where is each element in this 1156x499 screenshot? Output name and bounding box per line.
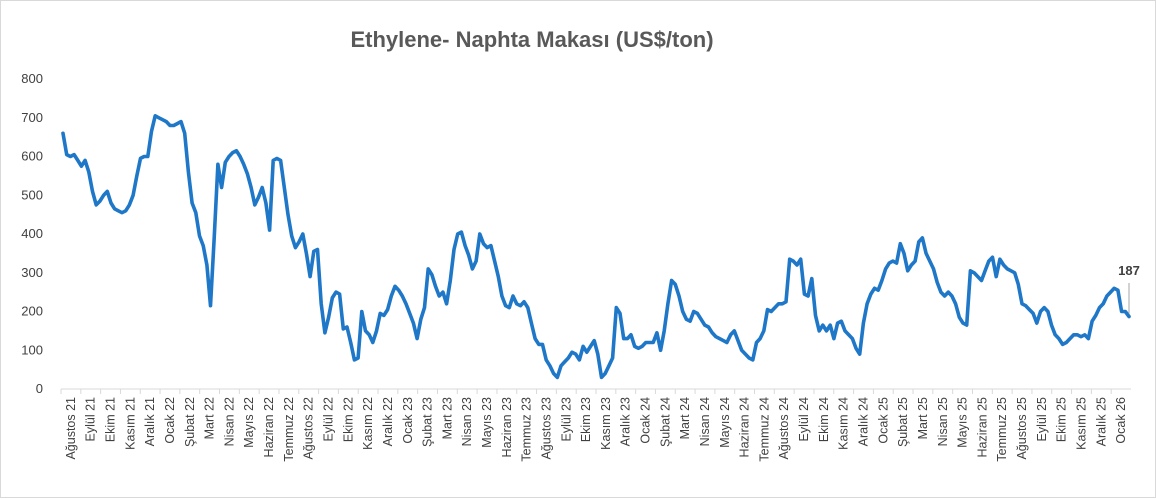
x-tick-label: Haziran 22: [262, 397, 276, 457]
x-tick-label: Ağustos 21: [64, 397, 78, 460]
x-tick-label: Eylül 25: [1035, 397, 1049, 442]
x-tick-label: Mart 22: [203, 397, 217, 439]
x-tick-label: Ocak 22: [163, 397, 177, 444]
x-tick-label: Kasım 23: [599, 397, 613, 450]
x-tick-label: Ekim 21: [104, 397, 118, 442]
x-tick-label: Şubat 25: [896, 397, 910, 447]
y-tick-label: 700: [21, 110, 43, 125]
end-value-label: 187: [1118, 263, 1140, 278]
x-tick-label: Eylül 24: [797, 397, 811, 442]
x-tick-label: Ağustos 25: [1015, 397, 1029, 460]
x-tick-label: Nisan 23: [460, 397, 474, 446]
y-tick-label: 400: [21, 226, 43, 241]
x-tick-label: Ekim 23: [579, 397, 593, 442]
x-tick-label: Mart 24: [678, 397, 692, 439]
x-axis: Ağustos 21 Eylül 21 Ekim 21 Kasım 21 Aralık …: [60, 388, 1131, 462]
x-tick-label: Mayıs 22: [242, 397, 256, 448]
x-tick-label: Temmuz 24: [757, 397, 771, 462]
y-tick-label: 300: [21, 265, 43, 280]
x-tick-label: Nisan 22: [222, 397, 236, 446]
x-tick-label: Temmuz 22: [282, 397, 296, 462]
x-tick-label: Kasım 21: [123, 397, 137, 450]
x-tick-label: Eylül 22: [322, 397, 336, 442]
x-tick-label: Şubat 23: [421, 397, 435, 447]
x-tick-label: Nisan 24: [698, 397, 712, 446]
y-axis: 0 100 200 300 400 500 600 700 800: [21, 71, 43, 396]
x-tick-label: Aralık 22: [381, 397, 395, 446]
x-tick-label: Haziran 25: [975, 397, 989, 457]
x-tick-label: Şubat 24: [658, 397, 672, 447]
x-tick-label: Haziran 24: [738, 397, 752, 457]
x-tick-label: Kasım 24: [837, 397, 851, 450]
x-tick-label: Eylül 21: [84, 397, 98, 442]
x-tick-label: Şubat 22: [183, 397, 197, 447]
x-tick-label: Aralık 21: [143, 397, 157, 446]
x-tick-label: Aralık 25: [1094, 397, 1108, 446]
end-annotation: 187: [1118, 263, 1140, 314]
x-tick-label: Mart 25: [916, 397, 930, 439]
y-tick-label: 600: [21, 149, 43, 164]
x-tick-label: Ekim 22: [341, 397, 355, 442]
y-tick-label: 800: [21, 71, 43, 86]
x-tick-label: Ekim 25: [1055, 397, 1069, 442]
series-line: [61, 114, 1131, 380]
y-tick-label: 200: [21, 304, 43, 319]
x-tick-label: Ağustos 23: [539, 397, 553, 460]
x-tick-label: Aralık 23: [619, 397, 633, 446]
x-tick-label: Mayıs 23: [480, 397, 494, 448]
x-tick-label: Temmuz 25: [995, 397, 1009, 462]
x-tick-label: Ocak 24: [639, 397, 653, 444]
x-tick-label: Ocak 23: [401, 397, 415, 444]
x-tick-label: Mayıs 25: [956, 397, 970, 448]
x-tick-label: Kasım 25: [1074, 397, 1088, 450]
x-tick-label: Haziran 23: [500, 397, 514, 457]
y-tick-label: 500: [21, 187, 43, 202]
x-tick-label: Ocak 25: [876, 397, 890, 444]
chart-title: Ethylene- Naphta Makası (US$/ton): [350, 27, 713, 52]
y-tick-label: 0: [36, 381, 43, 396]
x-tick-label: Ağustos 22: [302, 397, 316, 460]
x-tick-label: Nisan 25: [936, 397, 950, 446]
x-tick-label: Mayıs 24: [718, 397, 732, 448]
x-tick-label: Eylül 23: [559, 397, 573, 442]
y-tick-label: 100: [21, 342, 43, 357]
x-tick-label: Mart 23: [440, 397, 454, 439]
series-ethylene-naphta-spread: [61, 114, 1131, 380]
x-tick-label: Temmuz 23: [520, 397, 534, 462]
x-tick-label: Ekim 24: [817, 397, 831, 442]
x-tick-label: Ağustos 24: [777, 397, 791, 460]
x-tick-label: Aralık 24: [857, 397, 871, 446]
x-tick-label: Ocak 26: [1114, 397, 1128, 444]
x-tick-label: Kasım 22: [361, 397, 375, 450]
